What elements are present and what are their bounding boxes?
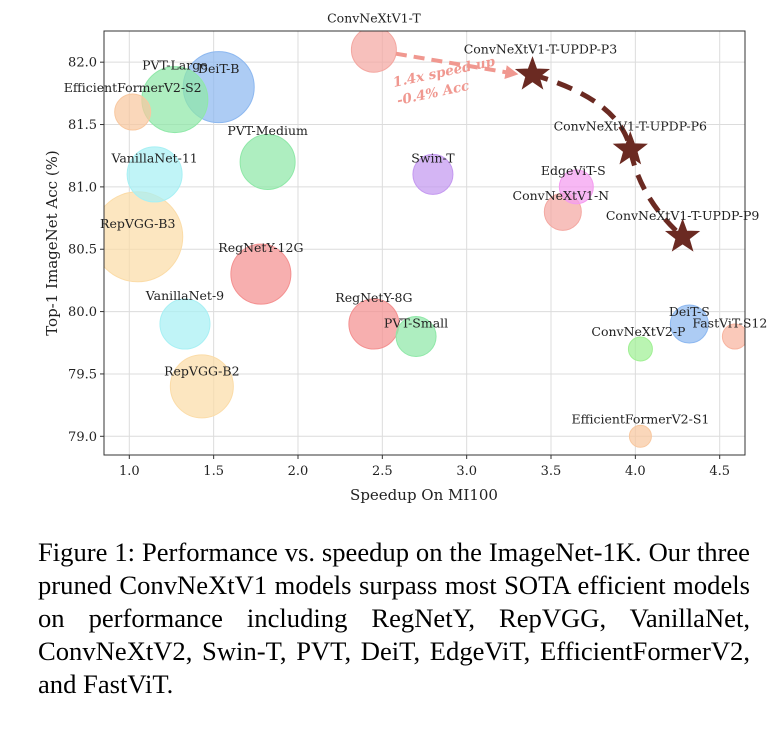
bubble-point	[721, 323, 745, 350]
bubble-point	[169, 354, 234, 419]
y-tick-label: 81.5	[68, 118, 97, 133]
y-tick-label: 79.0	[68, 430, 97, 445]
point-label: EdgeViT-S	[541, 163, 606, 178]
point-label: DeiT-S	[669, 304, 710, 319]
point-label: FastViT-S12	[692, 316, 767, 331]
star-point	[514, 56, 550, 90]
caption-text: Performance vs. speedup on the ImageNet-…	[38, 537, 750, 699]
y-tick-label: 79.5	[68, 367, 97, 382]
point-label: Swin-T	[411, 150, 455, 165]
bubble-point	[395, 316, 437, 358]
bubble-point	[669, 304, 709, 344]
bubble-point	[104, 191, 184, 283]
x-tick-label: 2.0	[288, 464, 309, 479]
plot-frame	[103, 30, 746, 456]
point-label: PVT-Small	[384, 316, 448, 331]
x-tick-label: 4.5	[709, 464, 730, 479]
x-tick-label: 1.5	[203, 464, 224, 479]
point-label: EfficientFormerV2-S2	[64, 80, 202, 95]
point-label: PVT-Large	[142, 58, 208, 73]
point-label: VanillaNet-11	[110, 150, 197, 165]
point-label: ConvNeXtV1-T	[327, 11, 421, 26]
bubble-point	[159, 298, 211, 350]
star-label: ConvNeXtV1-T-UPDP-P9	[606, 208, 759, 223]
point-label: RegNetY-8G	[335, 290, 412, 305]
axis-ticks: 1.0 1.5 2.0 2.5 3.0 3.5 4.0 4.5 79.0 79.5 80.0 80.5…	[68, 56, 730, 479]
speedup-arrowhead	[504, 65, 519, 80]
star-point	[665, 218, 701, 252]
star-point	[612, 131, 648, 165]
caption-label: Figure 1:	[38, 537, 136, 567]
point-label: VanillaNet-9	[145, 288, 224, 303]
pruned-trend	[395, 51, 701, 252]
point-label: DeiT-B	[198, 61, 240, 76]
x-tick-label: 3.0	[456, 464, 477, 479]
y-tick-label: 80.5	[68, 243, 97, 258]
bubble-point	[627, 336, 653, 362]
figure-caption: Figure 1: Performance vs. speedup on the…	[38, 536, 750, 701]
point-label: EfficientFormerV2-S1	[571, 411, 709, 426]
y-tick-label: 82.0	[68, 56, 97, 71]
bubble-point	[239, 133, 296, 190]
bubble-point	[628, 424, 652, 448]
grid-lines	[104, 31, 745, 455]
bubble-point	[230, 243, 292, 305]
point-label: RepVGG-B2	[164, 363, 239, 378]
bubble-point	[348, 298, 400, 350]
x-axis-label: Speedup On MI100	[350, 486, 498, 504]
x-tick-label: 2.5	[372, 464, 393, 479]
point-label: PVT-Medium	[227, 123, 308, 138]
x-tick-label: 1.0	[119, 464, 140, 479]
point-label: ConvNeXtV1-N	[513, 188, 610, 203]
x-tick-label: 4.0	[625, 464, 646, 479]
speedup-arrow	[395, 51, 515, 76]
y-tick-label: 80.0	[68, 305, 97, 320]
y-tick-label: 81.0	[68, 180, 97, 195]
bubble-point	[114, 93, 152, 131]
bubble-point	[350, 31, 397, 73]
point-label: RepVGG-B3	[100, 216, 175, 231]
bubble-point	[141, 66, 209, 134]
point-label: RegNetY-12G	[218, 240, 303, 255]
bubble-point	[558, 169, 594, 205]
bubble-series	[104, 31, 745, 448]
point-label: ConvNeXtV2-P	[591, 324, 685, 339]
y-axis-label: Top-1 ImageNet Acc (%)	[43, 150, 61, 336]
bubble-point	[412, 153, 454, 195]
x-tick-label: 3.5	[541, 464, 562, 479]
star-label: ConvNeXtV1-T-UPDP-P6	[554, 118, 707, 133]
bubble-point	[126, 146, 183, 203]
star-label: ConvNeXtV1-T-UPDP-P3	[464, 42, 617, 57]
